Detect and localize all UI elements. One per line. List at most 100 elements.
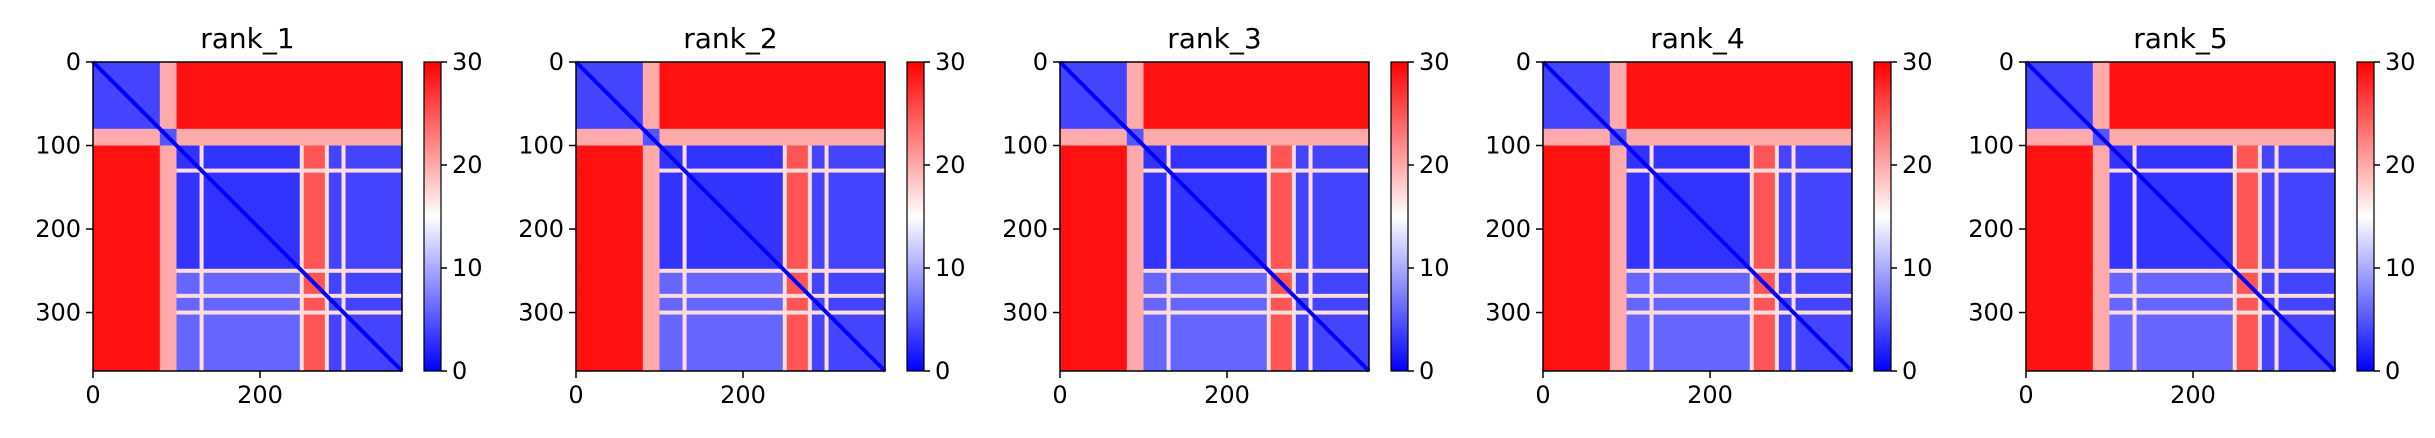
heatmap-cell	[684, 78, 786, 130]
heatmap-cell	[1168, 145, 1270, 172]
heatmap-cell	[2042, 170, 2094, 272]
heatmap-cell	[326, 270, 345, 297]
heatmap-cell	[1126, 145, 1145, 172]
colorbar: 0 10 20 30	[906, 48, 966, 385]
heatmap-stripe	[1308, 145, 1313, 371]
colorbar-tick-label: 0	[1902, 357, 1917, 385]
heatmap-cell	[684, 62, 786, 80]
heatmap-stripe	[176, 310, 402, 315]
colorbar-gradient	[423, 61, 442, 372]
heatmap-cell	[93, 145, 111, 172]
heatmap-cell	[1776, 128, 1795, 147]
heatmap-cell	[642, 270, 661, 297]
y-tick-label: 300	[1485, 299, 1531, 327]
chart-title: rank_3	[1167, 22, 1261, 55]
heatmap-stripe	[1166, 145, 1171, 371]
heatmap-cell	[809, 78, 828, 130]
heatmap-cell	[592, 312, 644, 372]
heatmap-stripe	[2109, 168, 2335, 173]
x-tick-label: 200	[2170, 381, 2216, 409]
heatmap-cell	[159, 270, 178, 297]
colorbar: 0 10 20 30	[423, 48, 483, 385]
x-tick-label: 200	[1687, 381, 1733, 409]
heatmap-cell	[1776, 78, 1795, 130]
heatmap-cell	[809, 312, 828, 372]
heatmap-cell	[576, 78, 594, 130]
colorbar-gradient	[2356, 61, 2375, 372]
heatmap-cell	[826, 78, 886, 130]
heatmap-stripe	[2132, 145, 2137, 371]
heatmap-cell	[659, 128, 686, 147]
y-tick-label: 200	[1002, 215, 1048, 243]
heatmap-cell	[1793, 270, 1853, 297]
heatmap-cell	[784, 170, 811, 272]
heatmap-stripe	[199, 145, 204, 371]
heatmap-cell	[1060, 128, 1078, 147]
y-tick-label: 200	[1968, 215, 2014, 243]
heatmap-cell	[1543, 295, 1561, 314]
heatmap-cell	[201, 270, 303, 297]
heatmap-cell	[1293, 170, 1312, 272]
heatmap-cell	[1626, 270, 1653, 297]
heatmap-cell	[826, 145, 886, 172]
heatmap-cell	[1626, 62, 1653, 80]
colorbar-tick-label: 30	[1419, 48, 1450, 76]
heatmap-cell	[1143, 78, 1170, 130]
heatmap-cell	[1293, 312, 1312, 372]
heatmap-cell	[1651, 312, 1753, 372]
heatmap-cell	[1293, 145, 1312, 172]
colorbar-tick-label: 10	[452, 254, 483, 282]
colorbar-gradient	[1873, 61, 1892, 372]
heatmap-cell	[201, 78, 303, 130]
heatmap-cell	[109, 270, 161, 297]
heatmap-cell	[2109, 78, 2136, 130]
heatmap-stripe	[659, 293, 885, 298]
heatmap-stripe	[682, 145, 687, 371]
heatmap-cell	[1651, 295, 1753, 314]
heatmap-cell	[1060, 170, 1078, 272]
heatmap-cell	[1168, 128, 1270, 147]
heatmap-cell	[1310, 145, 1370, 172]
heatmap-cell	[2109, 312, 2136, 372]
y-tick-label: 300	[35, 299, 81, 327]
heatmap-cell	[1168, 312, 1270, 372]
heatmap-cell	[159, 170, 178, 272]
heatmap-cell	[1609, 270, 1628, 297]
heatmap-cell	[1793, 145, 1853, 172]
heatmap-stripe	[659, 168, 885, 173]
heatmap-cell	[1293, 62, 1312, 80]
heatmap-cell	[1651, 270, 1753, 297]
heatmap-cell	[93, 170, 111, 272]
heatmap-cell	[592, 128, 644, 147]
heatmap-cell	[2092, 62, 2111, 80]
colorbar-tick-label: 0	[452, 357, 467, 385]
heatmap-cell	[109, 295, 161, 314]
heatmap-diagonal	[2024, 60, 2337, 373]
colorbar: 0 10 20 30	[2356, 48, 2416, 385]
heatmap-cell	[576, 270, 594, 297]
heatmap-cell	[684, 270, 786, 297]
colorbar-tick-label: 30	[2385, 48, 2416, 76]
heatmap-cell	[1143, 128, 1170, 147]
heatmap-stripe	[2109, 268, 2335, 273]
heatmap-cell	[2276, 78, 2336, 130]
heatmap-cell	[176, 270, 203, 297]
heatmap-cell	[301, 145, 328, 172]
heatmap-cell	[326, 78, 345, 130]
heatmap-cell	[93, 270, 111, 297]
heatmap-cell	[1060, 145, 1078, 172]
heatmap-cell	[2026, 128, 2044, 147]
heatmap-cell	[642, 295, 661, 314]
heatmap-cell	[826, 295, 886, 314]
heatmap-cell	[2134, 145, 2236, 172]
y-tick-label: 100	[1968, 132, 2014, 160]
colorbar-tick-label: 30	[1902, 48, 1933, 76]
heatmap-cell	[343, 78, 403, 130]
x-tick-label: 0	[2018, 381, 2033, 409]
heatmap-cell	[176, 170, 203, 272]
heatmap-cell	[1268, 170, 1295, 272]
heatmap-cell	[1268, 62, 1295, 80]
heatmap-cell	[659, 170, 686, 272]
heatmap-cell	[201, 312, 303, 372]
heatmap-cell	[784, 145, 811, 172]
